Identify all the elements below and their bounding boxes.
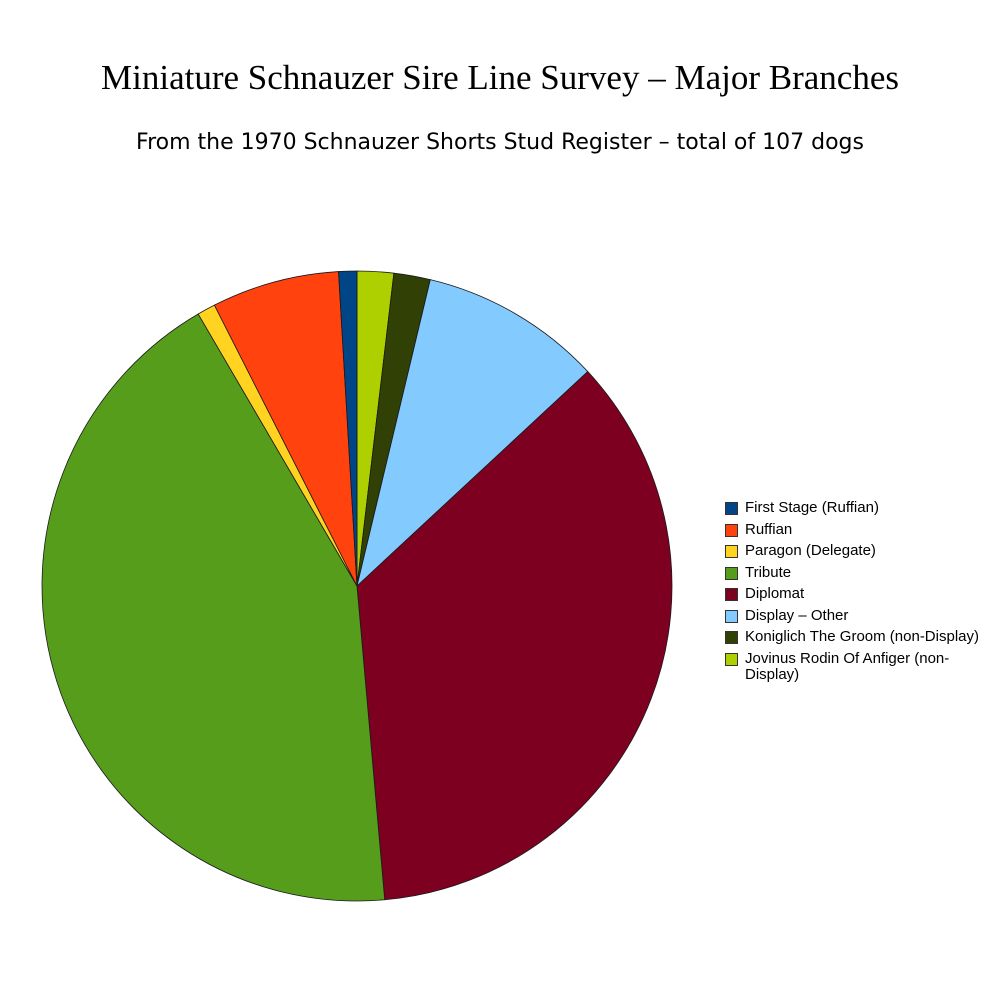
legend-label: Jovinus Rodin Of Anfiger (non-Display) — [745, 649, 950, 683]
legend-label: First Stage (Ruffian) — [745, 499, 879, 516]
legend-swatch — [725, 545, 738, 558]
legend-item: Tribute — [725, 563, 985, 581]
legend-swatch — [725, 631, 738, 644]
pie-slice-6 — [213, 271, 358, 587]
chart-legend: First Stage (Ruffian) Ruffian Paragon (Del… — [725, 500, 985, 688]
legend-swatch — [725, 588, 738, 601]
chart-title: Miniature Schnauzer Sire Line Survey – M… — [101, 58, 899, 97]
legend-label: Tribute — [745, 563, 792, 581]
legend-item: Jovinus Rodin Of Anfiger (non-Display) — [725, 649, 985, 683]
legend-swatch — [725, 523, 738, 537]
legend-label: Koniglich The Groom (non-Display) — [745, 628, 979, 645]
legend-label: Display – Other — [745, 606, 849, 624]
legend-label: Ruffian — [745, 520, 793, 538]
pie-slice-2 — [356, 279, 589, 588]
pie-slice-7 — [338, 270, 358, 587]
legend-swatch — [725, 502, 738, 515]
legend-swatch — [725, 609, 738, 623]
pie-slices — [41, 270, 673, 902]
pie-slice-4 — [41, 313, 386, 902]
legend-item: Paragon (Delegate) — [725, 543, 985, 559]
legend-item: Ruffian — [725, 520, 985, 538]
legend-swatch — [725, 652, 738, 666]
pie-slice-3 — [356, 371, 673, 901]
legend-swatch — [725, 566, 738, 580]
legend-label: Paragon (Delegate) — [745, 542, 876, 559]
legend-item: First Stage (Ruffian) — [725, 500, 985, 516]
legend-item: Koniglich The Groom (non-Display) — [725, 629, 985, 645]
legend-item: Display – Other — [725, 606, 985, 624]
legend-item: Diplomat — [725, 586, 985, 602]
legend-label: Diplomat — [745, 585, 805, 602]
chart-subtitle: From the 1970 Schnauzer Shorts Stud Regi… — [136, 130, 864, 155]
